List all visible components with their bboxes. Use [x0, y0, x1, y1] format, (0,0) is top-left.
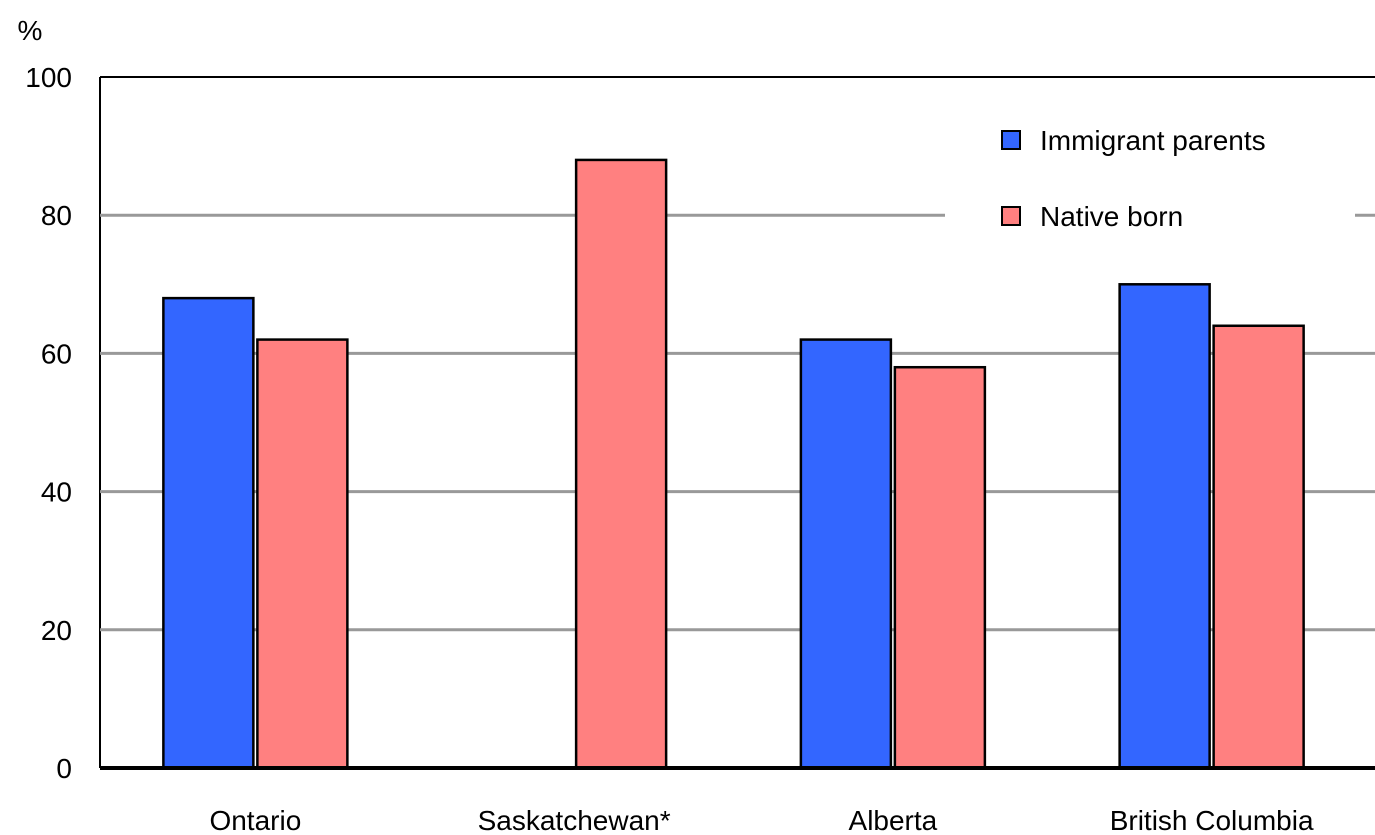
y-tick-label: 40	[41, 477, 72, 508]
y-tick-label: 80	[41, 200, 72, 231]
y-axis-ticks: 0 20 40 60 80 100	[25, 62, 72, 784]
bar-native-born-2	[893, 365, 987, 770]
y-tick-label: 0	[56, 753, 72, 784]
bar-native-born-1	[574, 158, 668, 770]
legend-label: Native born	[1040, 201, 1183, 232]
y-tick-label: 100	[25, 62, 72, 93]
y-tick-label: 60	[41, 338, 72, 369]
bars	[100, 158, 1375, 770]
legend-swatch-native-born	[1001, 206, 1021, 226]
x-category-label: Alberta	[849, 805, 938, 835]
x-category-label: British Columbia	[1110, 805, 1314, 835]
legend-label: Immigrant parents	[1040, 125, 1266, 156]
bar-immigrant-parents-2	[799, 338, 893, 770]
legend-swatch-immigrant-parents	[1001, 130, 1021, 150]
legend: Immigrant parents Native born	[945, 112, 1355, 242]
x-axis-labels: Ontario Saskatchewan* Alberta British Colum…	[209, 805, 1314, 835]
y-tick-label: 20	[41, 615, 72, 646]
x-category-label: Saskatchewan*	[478, 805, 671, 835]
x-category-label: Ontario	[209, 805, 301, 835]
bar-immigrant-parents-3	[1118, 283, 1211, 770]
bar-immigrant-parents-0	[162, 296, 255, 770]
bar-native-born-3	[1212, 324, 1305, 770]
bar-native-born-0	[256, 338, 349, 770]
y-axis-unit-label: %	[18, 15, 43, 46]
